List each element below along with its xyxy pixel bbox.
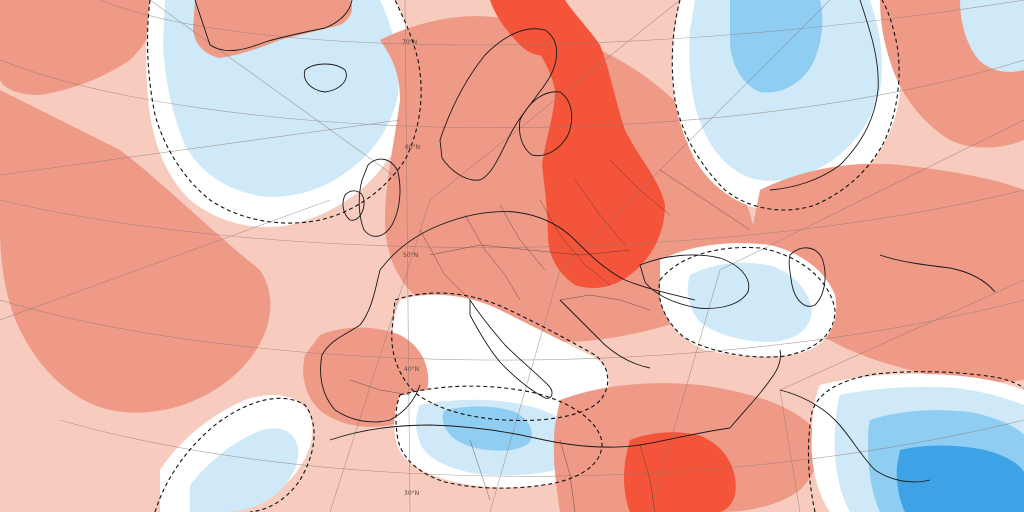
meridian-6 [489,0,831,512]
meridian-5 [329,0,681,512]
contour-lines [146,0,1024,512]
eastern-europe-strong-positive [500,0,665,288]
arctic-east-negative [960,0,1024,72]
balkans-coast [559,299,651,369]
contour-siberia [671,0,900,211]
east-coast-lines [769,0,879,191]
europe-coast [379,211,696,301]
border-2 [464,214,521,301]
finland-coast [519,91,573,157]
border-5 [574,179,626,246]
meridian-2 [0,119,401,176]
parallel-60n [0,59,1024,128]
border-13 [639,444,656,512]
north-africa-strong-negative [442,406,532,451]
parallel-40n [0,299,1024,361]
contour-turkey [658,246,836,358]
contour-greenland [146,0,422,224]
ireland-coast [342,190,365,221]
border-1 [419,229,471,301]
france-iberia-coast [320,269,421,423]
caspian-coast [788,247,826,307]
meridian-4 [404,0,411,512]
border-7 [429,244,631,256]
coastlines [194,0,996,483]
caspian-east-coast [879,254,996,293]
latitude-labels: 70°N 60°N 50°N 40°N 30°N [402,39,420,497]
lat-label-70n: 70°N [402,39,417,46]
border-8 [559,294,651,311]
atlantic-positive-region [0,90,271,413]
turkey-negative [687,262,812,342]
contour-mediterranean [391,292,609,422]
lat-label-40n: 40°N [404,366,419,373]
iberia-positive [303,327,429,427]
lat-label-30n: 30°N [404,490,419,497]
west-africa-negative [190,428,299,512]
siberia-strong-negative [730,0,823,93]
border-11 [469,439,491,501]
lat-label-50n: 50°N [403,252,418,259]
border-12 [559,439,576,512]
arabia-deepest-negative [896,445,1024,512]
border-6 [609,159,671,216]
parallel-30n [59,419,1024,477]
italy-coast [469,298,553,399]
meridian-1 [0,199,331,321]
lat-label-60n: 60°N [405,144,420,151]
meridian-7 [649,119,1024,512]
parallel-50n [0,189,1024,248]
iceland-coast [303,63,347,93]
scandinavia-coast [439,28,558,181]
north-africa-coast [329,424,731,448]
meridian-3 [149,0,401,181]
north-atlantic-positive [0,0,154,95]
border-10 [349,379,411,396]
border-3 [499,204,546,271]
greenland-land [193,0,352,58]
greenland-coast [194,0,353,52]
levant-coast [729,349,781,429]
contour-arabia [807,371,1024,512]
black-sea-coast [639,254,750,309]
contour-west-africa [154,397,315,512]
border-4 [539,199,611,286]
country-borders [349,159,751,512]
baltic-strong-positive [490,0,557,56]
arabia-coast [779,389,931,483]
border-9 [659,169,751,231]
british-isles-coast [358,158,401,237]
